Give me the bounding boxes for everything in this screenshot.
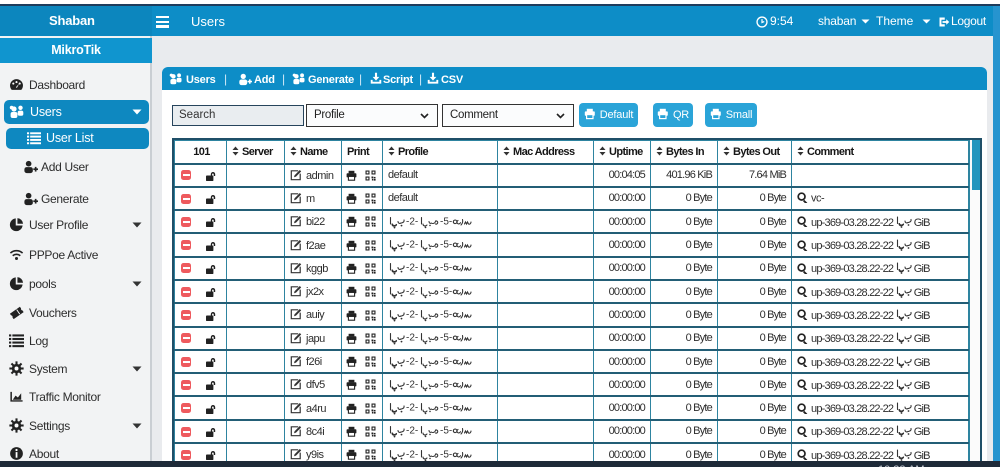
svg-text:-2-: -2- [406,356,418,367]
svg-text:-2-: -2- [406,286,418,297]
svg-text:-5-: -5- [440,216,452,227]
svg-text:-5-: -5- [440,403,452,414]
svg-text:-2-: -2- [406,379,418,390]
svg-text:-5-: -5- [440,263,452,274]
svg-text:-5-: -5- [440,240,452,251]
svg-text:-5-: -5- [440,309,452,320]
svg-text:-2-: -2- [406,216,418,227]
svg-text:-2-: -2- [406,333,418,344]
svg-text:-5-: -5- [440,286,452,297]
svg-text:-5-: -5- [440,449,452,460]
svg-text:-5-: -5- [440,426,452,437]
svg-text:-5-: -5- [440,379,452,390]
svg-text:-2-: -2- [406,309,418,320]
svg-text:-5-: -5- [440,356,452,367]
svg-text:-2-: -2- [406,449,418,460]
svg-text:-2-: -2- [406,263,418,274]
svg-text:-2-: -2- [406,240,418,251]
svg-text:-5-: -5- [440,333,452,344]
svg-text:-2-: -2- [406,426,418,437]
svg-text:-2-: -2- [406,403,418,414]
